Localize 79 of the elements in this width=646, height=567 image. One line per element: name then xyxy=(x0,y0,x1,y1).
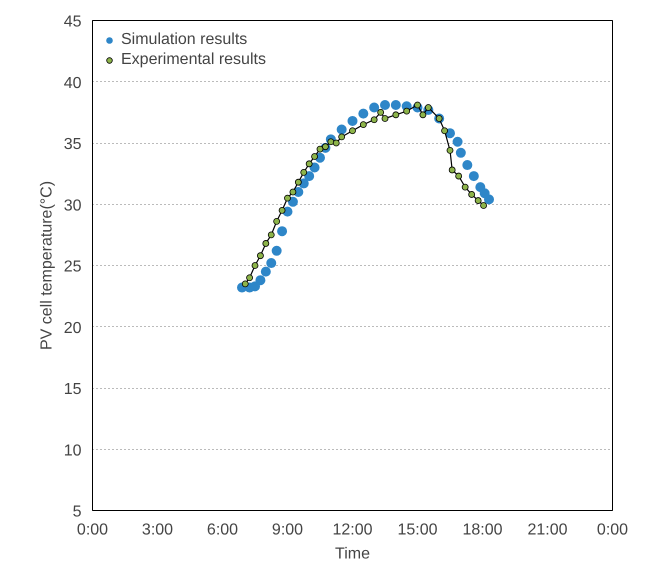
point xyxy=(252,262,258,269)
point xyxy=(294,178,302,186)
point xyxy=(288,196,298,207)
point xyxy=(332,140,340,146)
point xyxy=(306,160,313,168)
point xyxy=(338,133,346,140)
point xyxy=(277,226,288,236)
point xyxy=(474,197,482,204)
point xyxy=(369,102,380,112)
point xyxy=(360,121,367,128)
point xyxy=(462,160,472,170)
x-axis-title: Time xyxy=(335,546,370,562)
point xyxy=(455,172,462,180)
point xyxy=(358,108,368,119)
point xyxy=(448,166,456,174)
point xyxy=(311,153,318,160)
point xyxy=(392,111,400,118)
y-tick-label: 30 xyxy=(64,197,82,214)
point xyxy=(414,102,421,108)
point xyxy=(441,127,448,134)
point xyxy=(452,136,463,147)
point xyxy=(424,104,432,111)
point xyxy=(446,146,454,154)
point xyxy=(468,171,479,182)
y-tick-label: 15 xyxy=(64,381,82,398)
point xyxy=(260,266,271,277)
x-tick-label: 15:00 xyxy=(397,522,438,538)
legend-label: Experimental results xyxy=(121,51,266,69)
point xyxy=(403,108,410,115)
point xyxy=(246,274,253,282)
point xyxy=(304,171,314,182)
point xyxy=(262,240,270,247)
y-tick-label: 40 xyxy=(64,74,82,92)
point xyxy=(336,124,347,135)
point xyxy=(310,162,320,172)
point xyxy=(257,252,264,260)
x-tick-label: 18:00 xyxy=(462,522,503,538)
point xyxy=(278,206,286,214)
point xyxy=(468,191,476,198)
point xyxy=(377,108,384,116)
point xyxy=(266,258,276,268)
point xyxy=(316,146,324,153)
legend-label: Simulation results xyxy=(121,31,248,49)
point xyxy=(242,280,249,288)
point xyxy=(255,275,266,286)
x-tick-label: 9:00 xyxy=(272,522,304,538)
x-tick-label: 12:00 xyxy=(332,522,373,538)
point xyxy=(420,111,426,118)
x-tick-label: 21:00 xyxy=(527,522,568,538)
x-tick-label: 0:00 xyxy=(596,522,628,538)
x-tick-label: 3:00 xyxy=(142,522,174,538)
point xyxy=(380,100,390,110)
y-tick-label: 45 xyxy=(64,14,82,30)
point xyxy=(290,188,296,196)
point xyxy=(370,116,378,124)
y-tick-label: 25 xyxy=(64,258,82,276)
point xyxy=(349,127,356,134)
point xyxy=(268,231,275,238)
point xyxy=(480,202,487,209)
point xyxy=(300,169,308,176)
point xyxy=(390,100,401,110)
point xyxy=(284,194,291,202)
y-tick-label: 35 xyxy=(64,136,82,153)
y-tick-label: 20 xyxy=(64,320,82,337)
y-axis-title: PV cell temperature(°C) xyxy=(38,180,56,350)
point xyxy=(456,148,466,158)
point xyxy=(273,218,280,225)
point xyxy=(484,194,494,204)
y-tick-label: 5 xyxy=(72,504,82,520)
y-tick-label: 10 xyxy=(64,442,82,460)
point xyxy=(348,116,358,126)
x-tick-label: 6:00 xyxy=(206,522,238,538)
point xyxy=(327,138,334,146)
point xyxy=(272,246,282,256)
point xyxy=(322,143,329,150)
point xyxy=(462,184,469,190)
point xyxy=(250,281,260,292)
point xyxy=(382,115,388,122)
x-tick-label: 0:00 xyxy=(76,522,108,538)
